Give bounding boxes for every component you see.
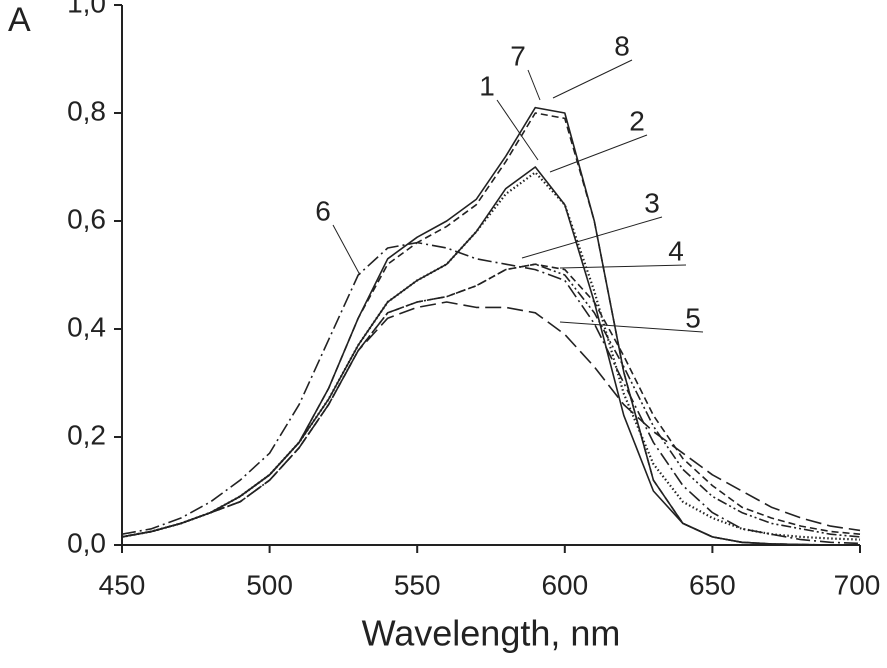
x-tick-label: 500 bbox=[246, 569, 293, 600]
x-tick-label: 450 bbox=[99, 569, 146, 600]
series-line bbox=[121, 106, 860, 546]
label-leader bbox=[559, 321, 704, 333]
series-line bbox=[121, 166, 860, 546]
series-line bbox=[121, 241, 861, 545]
series-line bbox=[121, 171, 861, 541]
label-leader bbox=[552, 59, 633, 99]
series-label: 1 bbox=[479, 70, 495, 101]
series-label: 4 bbox=[668, 235, 684, 266]
x-tick-label: 700 bbox=[834, 569, 881, 600]
y-tick-label: 0,2 bbox=[67, 419, 106, 450]
y-tick-label: 0,8 bbox=[67, 95, 106, 126]
series-label: 5 bbox=[685, 302, 701, 333]
series-label: 3 bbox=[644, 187, 660, 218]
series-label: 6 bbox=[315, 195, 331, 226]
label-leader bbox=[521, 216, 663, 259]
series-label: 7 bbox=[510, 40, 526, 71]
series-line bbox=[121, 263, 861, 538]
label-leader bbox=[332, 224, 361, 276]
series-label: 2 bbox=[629, 105, 645, 136]
y-tick-label: 0,4 bbox=[67, 311, 106, 342]
y-tick-label: 0,6 bbox=[67, 203, 106, 234]
series-line bbox=[121, 263, 861, 538]
x-tick-label: 550 bbox=[394, 569, 441, 600]
y-tick-label: 1,0 bbox=[67, 0, 106, 18]
series-line bbox=[121, 301, 861, 538]
y-tick-label: 0,0 bbox=[67, 527, 106, 558]
label-leader bbox=[527, 69, 541, 101]
label-leader bbox=[549, 134, 648, 173]
label-leader bbox=[496, 99, 539, 161]
label-leader bbox=[559, 264, 687, 269]
y-axis-label: A bbox=[8, 1, 31, 39]
x-tick-label: 650 bbox=[689, 569, 736, 600]
x-tick-label: 600 bbox=[541, 569, 588, 600]
x-axis-label: Wavelength, nm bbox=[362, 613, 621, 654]
series-label: 8 bbox=[614, 30, 630, 61]
